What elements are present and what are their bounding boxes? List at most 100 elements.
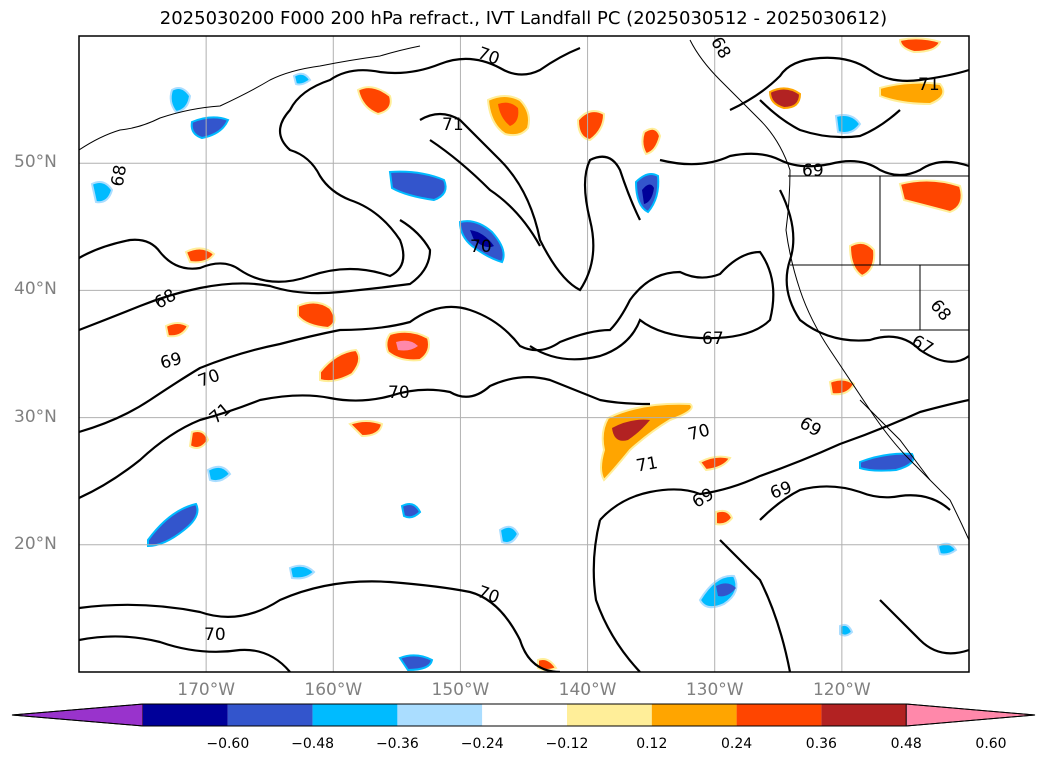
negative-anomaly — [859, 452, 915, 472]
anomaly-shading — [90, 37, 963, 672]
colorbar-outline — [11, 703, 1036, 727]
negative-anomaly — [206, 465, 232, 483]
contour-label: 68 — [108, 163, 131, 188]
colorbar-segment — [651, 704, 737, 726]
contour-line — [759, 99, 901, 139]
negative-anomaly — [834, 114, 862, 134]
lon-tick-label: 150°W — [431, 680, 490, 700]
colorbar — [11, 703, 1036, 727]
colorbar-segment — [143, 704, 228, 726]
contour-label: 70 — [388, 383, 410, 403]
contour-label: 71 — [918, 75, 940, 95]
negative-anomaly — [169, 87, 192, 114]
positive-anomaly — [319, 348, 361, 383]
contour-label: 70 — [470, 237, 492, 257]
contour-line — [419, 112, 641, 292]
colorbar-tick-label: 0.48 — [890, 736, 922, 752]
gridlines — [79, 36, 969, 672]
negative-anomaly — [90, 181, 114, 204]
colorbar-tick-label: −0.12 — [545, 736, 589, 752]
positive-anomaly — [641, 127, 662, 156]
coastlines — [79, 39, 969, 541]
positive-anomaly — [848, 241, 876, 278]
positive-anomaly — [600, 402, 693, 482]
negative-anomaly — [147, 502, 199, 548]
contour-line — [599, 398, 969, 521]
colorbar-segment — [821, 704, 907, 726]
negative-anomaly-core — [716, 583, 736, 597]
positive-anomaly — [715, 509, 734, 526]
contour-line — [729, 56, 969, 111]
contour-line — [659, 152, 969, 177]
positive-anomaly — [356, 86, 392, 116]
contour-label: 68 — [926, 296, 955, 325]
contour-labels: 70 71 68 68 69 68 70 71 69 67 71 68 67 6… — [108, 34, 955, 645]
positive-anomaly — [898, 179, 963, 214]
contour-label: 70 — [475, 582, 502, 608]
negative-anomaly — [292, 72, 312, 86]
colorbar-segment — [736, 704, 822, 726]
contour-label: 69 — [689, 484, 718, 512]
contour-label: 67 — [908, 331, 937, 359]
positive-anomaly — [184, 247, 216, 264]
contour-label: 70 — [475, 43, 502, 69]
map-frame — [78, 35, 970, 673]
colorbar-tick-label: 0.36 — [805, 736, 837, 752]
positive-anomaly — [879, 81, 945, 106]
positive-anomaly-core — [498, 102, 519, 126]
lat-tick-label: 40°N — [14, 279, 57, 300]
coastline-baja — [859, 399, 931, 481]
contour-line — [79, 375, 651, 500]
positive-anomaly — [537, 658, 558, 671]
contour-label: 71 — [442, 115, 464, 135]
colorbar-tick-label: −0.60 — [206, 736, 250, 752]
positive-anomaly — [898, 37, 942, 54]
negative-anomaly — [288, 564, 316, 580]
contour-label: 71 — [206, 399, 235, 428]
positive-anomaly — [348, 420, 384, 438]
lon-tick-label: 120°W — [812, 680, 871, 700]
contour-line — [79, 580, 561, 672]
lat-tick-label: 50°N — [14, 152, 57, 173]
colorbar-segment — [567, 704, 652, 726]
lat-tick-label: 20°N — [14, 533, 57, 554]
lon-tick-label: 160°W — [304, 680, 363, 700]
negative-anomaly — [388, 170, 447, 202]
contour-label: 69 — [802, 161, 824, 181]
colorbar-extend-high — [905, 703, 1036, 727]
coastline-alaska — [79, 45, 421, 151]
colorbar-segment — [227, 704, 313, 726]
colorbar-tick-label: −0.24 — [460, 736, 504, 752]
lon-tick-label: 130°W — [685, 680, 744, 700]
contour-label: 71 — [635, 453, 660, 476]
positive-anomaly-core — [396, 340, 418, 351]
contour-line — [719, 539, 792, 672]
positive-anomaly — [768, 87, 802, 110]
contour-label: 67 — [702, 329, 724, 349]
positive-anomaly — [188, 430, 210, 449]
contour-label: 68 — [151, 285, 180, 313]
contour-line — [759, 485, 951, 521]
negative-anomaly-core — [642, 184, 654, 204]
colorbar-tick-label: 0.12 — [636, 736, 668, 752]
negative-anomaly — [398, 654, 434, 672]
coastline-north-america — [689, 39, 969, 541]
lon-tick-label: 170°W — [177, 680, 236, 700]
lon-tick-label: 140°W — [558, 680, 617, 700]
positive-anomaly — [297, 301, 336, 330]
colorbar-tick-label: 0.24 — [721, 736, 753, 752]
negative-anomaly-core — [470, 230, 494, 248]
contour-line — [79, 46, 581, 283]
contour-line — [79, 250, 775, 434]
contour-label: 69 — [768, 478, 795, 504]
contour-line — [79, 635, 291, 672]
colorbar-tick-label: −0.36 — [375, 736, 419, 752]
positive-anomaly-core — [612, 419, 650, 441]
plot-title: 2025030200 F000 200 hPa refract., IVT La… — [159, 8, 888, 29]
positive-anomaly — [576, 110, 606, 142]
negative-anomaly — [190, 116, 230, 140]
contour-label: 70 — [686, 420, 712, 445]
contour-label: 70 — [204, 625, 226, 645]
contour-line — [79, 219, 432, 332]
